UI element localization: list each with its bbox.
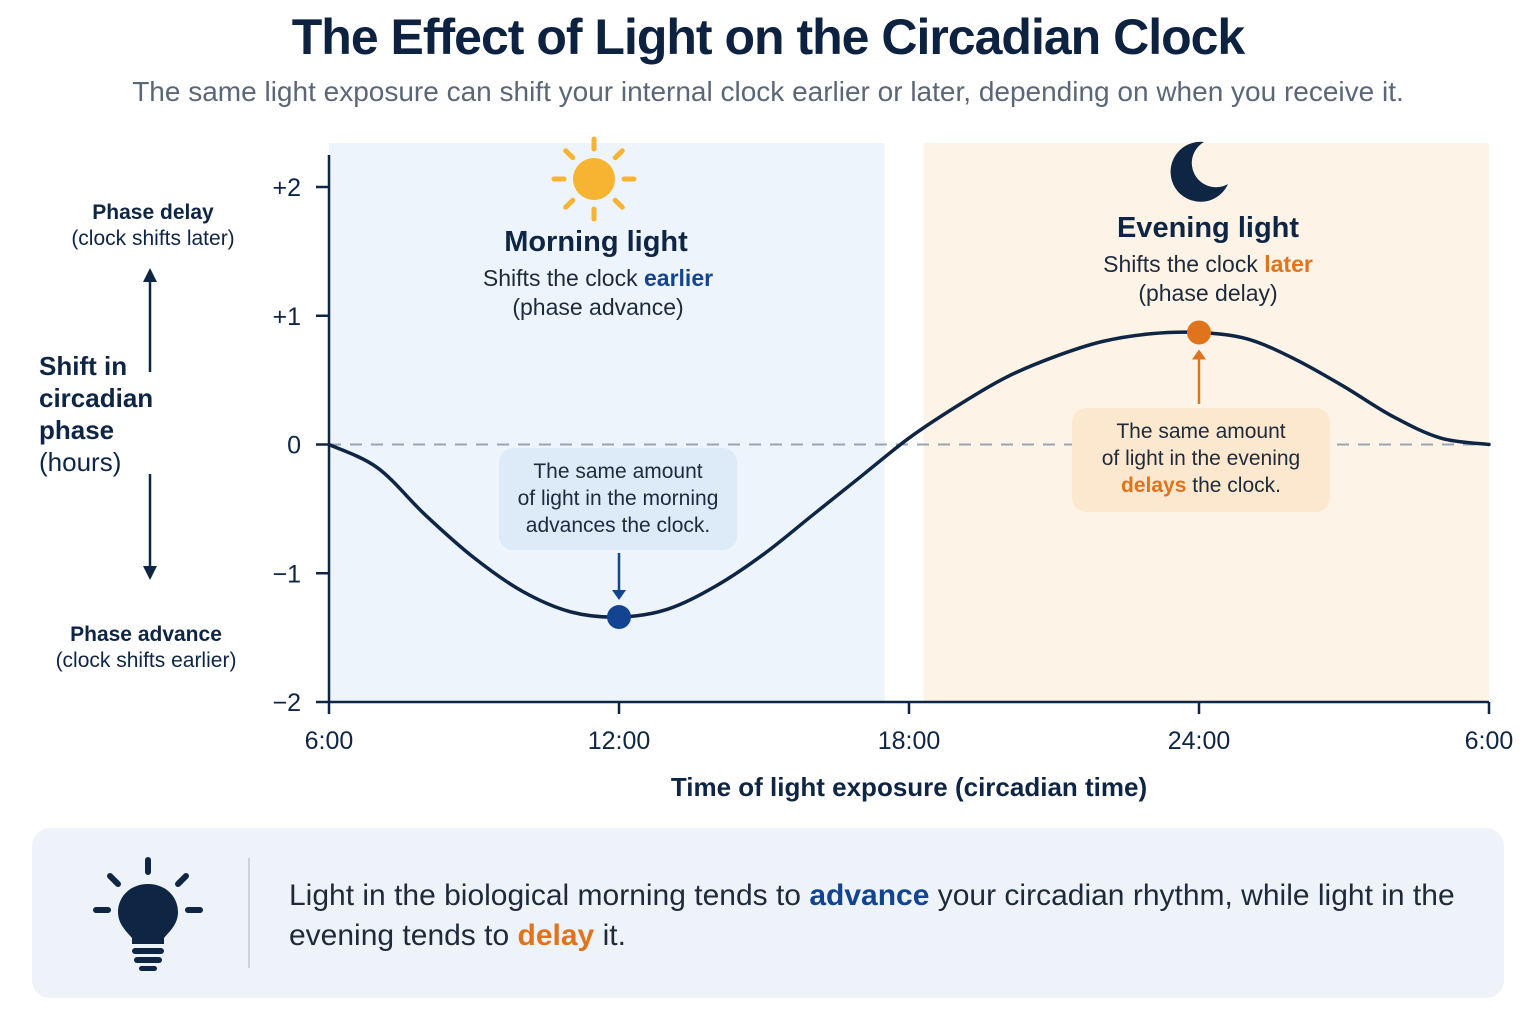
x-tick-label: 12:00 xyxy=(588,727,651,755)
morning-callout-line: advances the clock. xyxy=(525,514,711,537)
sun-ray xyxy=(612,197,625,210)
evening-data-point xyxy=(1187,320,1211,345)
sun-ray xyxy=(563,148,576,161)
x-tick-label: 6:00 xyxy=(305,727,354,755)
phase-delay-label: Phase delay xyxy=(92,201,214,224)
summary-text-part: Light in the biological morning tends to xyxy=(289,879,810,912)
y-axis-label: Shift in circadian phase (hours) xyxy=(39,350,153,478)
evening-sub-line2: (phase delay) xyxy=(1138,280,1278,306)
evening-callout-line: delays the clock. xyxy=(1080,472,1322,499)
morning-data-point xyxy=(607,605,631,630)
y-axis-label-line: phase xyxy=(39,415,115,445)
evening-callout: The same amount of light in the evening … xyxy=(1072,408,1330,512)
evening-light-title: Evening light xyxy=(1116,212,1300,244)
evening-arrow-head xyxy=(1192,349,1206,360)
evening-callout-line: of light in the evening xyxy=(1101,447,1301,470)
sun-ray xyxy=(612,148,625,161)
phase-advance-note: Phase advance (clock shifts earlier) xyxy=(30,622,262,674)
evening-callout-highlight: delays xyxy=(1121,474,1187,497)
morning-arrow-head xyxy=(612,590,626,601)
sun-core xyxy=(573,158,615,200)
x-axis-label: Time of light exposure (circadian time) xyxy=(671,772,1147,802)
x-tick-label: 18:00 xyxy=(878,727,941,755)
moon-shape xyxy=(1170,141,1228,202)
morning-region-shade xyxy=(329,143,885,702)
page-subtitle: The same light exposure can shift your i… xyxy=(132,76,1404,107)
morning-callout: The same amount of light in the morning … xyxy=(499,448,737,550)
morning-sub-line2: (phase advance) xyxy=(512,294,684,320)
advance-arrow-head xyxy=(143,566,157,580)
x-tick-label: 6:00 xyxy=(1465,727,1514,755)
summary-text-part: it. xyxy=(594,919,626,952)
y-axis-label-line: circadian xyxy=(39,383,154,413)
phase-response-curve xyxy=(327,330,1491,619)
phase-delay-sub: (clock shifts later) xyxy=(71,227,235,250)
summary-text: Light in the biological morning tends to… xyxy=(289,876,1469,956)
summary-highlight-delay: delay xyxy=(517,919,595,952)
morning-sub-highlight: earlier xyxy=(644,265,714,291)
summary-panel: Light in the biological morning tends to… xyxy=(32,828,1504,998)
moon-icon xyxy=(1170,141,1228,202)
summary-text-part: your circadian rhythm, while light in th… xyxy=(289,879,1455,952)
page-title: The Effect of Light on the Circadian Clo… xyxy=(291,9,1246,65)
evening-sub-highlight: later xyxy=(1264,251,1313,277)
y-tick-label: +1 xyxy=(272,303,301,331)
y-tick-label: 0 xyxy=(287,432,301,460)
phase-delay-note: Phase delay (clock shifts later) xyxy=(40,200,266,252)
summary-highlight-advance: advance xyxy=(809,879,930,912)
y-axis-label-line: (hours) xyxy=(39,447,122,477)
evening-callout-line: The same amount xyxy=(1116,420,1286,443)
y-tick-label: −1 xyxy=(272,560,301,588)
evening-callout-suffix: the clock. xyxy=(1186,474,1281,497)
morning-light-title: Morning light xyxy=(504,226,688,258)
x-tick-label: 24:00 xyxy=(1168,727,1231,755)
morning-light-subtitle: Shifts the clock earlier (phase advance) xyxy=(430,264,766,322)
lightbulb-icon xyxy=(93,857,203,971)
morning-sub-prefix: Shifts the clock xyxy=(482,265,644,291)
y-axis-label-line: Shift in xyxy=(39,351,128,381)
evening-sub-prefix: Shifts the clock xyxy=(1103,251,1265,277)
sun-ray xyxy=(563,197,576,210)
phase-advance-sub: (clock shifts earlier) xyxy=(55,649,237,672)
footer-divider xyxy=(248,858,250,968)
phase-advance-label: Phase advance xyxy=(70,623,222,646)
y-tick-label: −2 xyxy=(272,689,301,717)
morning-callout-line: of light in the morning xyxy=(517,487,719,510)
morning-callout-line: The same amount xyxy=(533,460,703,483)
evening-light-subtitle: Shifts the clock later (phase delay) xyxy=(1040,250,1376,308)
sun-icon xyxy=(551,136,637,222)
y-tick-label: +2 xyxy=(272,174,301,202)
delay-arrow-head xyxy=(143,268,157,282)
